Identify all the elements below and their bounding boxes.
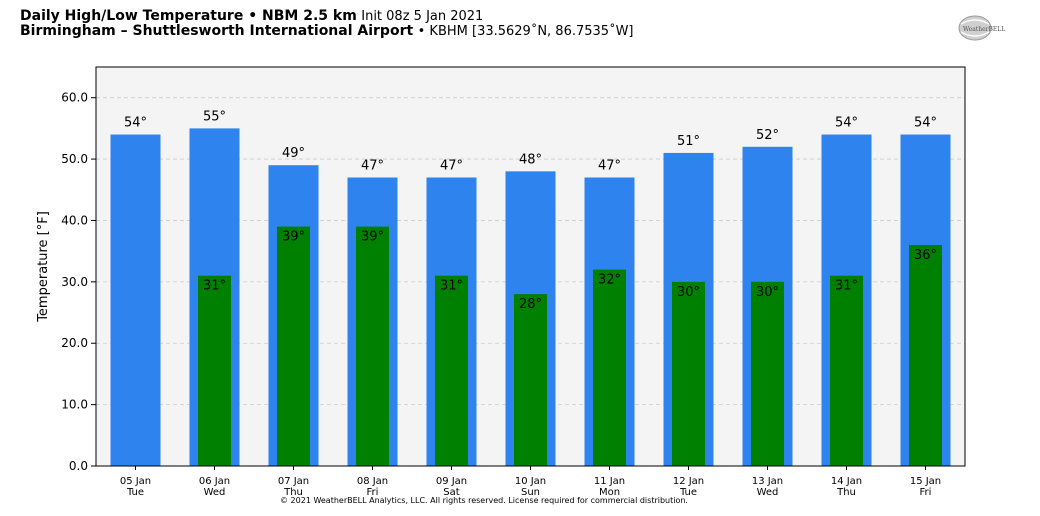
x-tick-date: 12 Jan bbox=[673, 476, 704, 487]
y-tick-label: 0.0 bbox=[69, 459, 88, 473]
low-temp-bar bbox=[593, 269, 626, 466]
high-temp-label: 54° bbox=[835, 116, 858, 131]
high-temp-label: 48° bbox=[519, 152, 542, 167]
x-tick-weekday: Sun bbox=[521, 487, 540, 498]
x-tick-date: 11 Jan bbox=[594, 476, 625, 487]
y-tick-label: 10.0 bbox=[61, 398, 88, 412]
y-tick-label: 30.0 bbox=[61, 275, 88, 289]
high-temp-label: 47° bbox=[598, 158, 621, 173]
location-name: Birmingham – Shuttlesworth International… bbox=[20, 23, 414, 39]
low-temp-label: 32° bbox=[598, 273, 621, 288]
low-temp-label: 31° bbox=[203, 279, 226, 294]
high-temp-label: 55° bbox=[203, 109, 226, 124]
low-temp-label: 39° bbox=[282, 230, 305, 245]
x-tick-weekday: Wed bbox=[204, 487, 226, 498]
weatherbell-logo: WeatherBELL bbox=[958, 15, 1005, 41]
high-temp-label: 47° bbox=[361, 158, 384, 173]
plot-frame bbox=[95, 66, 966, 467]
y-axis-label: Temperature [°F] bbox=[36, 211, 51, 323]
x-tick-date: 05 Jan bbox=[120, 476, 151, 487]
low-temp-label: 28° bbox=[519, 297, 542, 312]
high-temp-label: 54° bbox=[914, 116, 937, 131]
x-tick-date: 08 Jan bbox=[357, 476, 388, 487]
y-tick-label: 60.0 bbox=[61, 91, 88, 105]
x-tick-date: 06 Jan bbox=[199, 476, 230, 487]
low-temp-label: 31° bbox=[835, 279, 858, 294]
low-temp-bar bbox=[830, 275, 863, 466]
low-temp-bar bbox=[514, 294, 547, 466]
low-temp-bar bbox=[435, 275, 468, 466]
low-temp-label: 30° bbox=[677, 285, 700, 300]
x-tick-date: 10 Jan bbox=[515, 476, 546, 487]
low-temp-bar bbox=[672, 281, 705, 466]
high-temp-label: 51° bbox=[677, 134, 700, 149]
x-tick-weekday: Fri bbox=[920, 487, 932, 498]
low-temp-label: 30° bbox=[756, 285, 779, 300]
chart-title: Daily High/Low Temperature • NBM 2.5 km … bbox=[20, 8, 483, 24]
x-tick-weekday: Sat bbox=[443, 487, 459, 498]
low-temp-label: 36° bbox=[914, 248, 937, 263]
x-tick-date: 07 Jan bbox=[278, 476, 309, 487]
y-tick-label: 50.0 bbox=[61, 152, 88, 166]
high-temp-label: 47° bbox=[440, 158, 463, 173]
x-tick-weekday: Mon bbox=[599, 487, 620, 498]
x-tick-date: 15 Jan bbox=[910, 476, 941, 487]
low-temp-label: 31° bbox=[440, 279, 463, 294]
chart-subtitle: Birmingham – Shuttlesworth International… bbox=[20, 23, 634, 39]
y-tick-label: 40.0 bbox=[61, 213, 88, 227]
x-tick-weekday: Thu bbox=[283, 487, 303, 498]
low-temp-bar bbox=[356, 226, 389, 466]
low-temp-bar bbox=[198, 275, 231, 466]
high-temp-bar bbox=[110, 134, 161, 466]
copyright-notice: © 2021 WeatherBELL Analytics, LLC. All r… bbox=[280, 496, 688, 505]
y-tick-label: 20.0 bbox=[61, 336, 88, 350]
x-tick-date: 13 Jan bbox=[752, 476, 783, 487]
title-init: Init 08z 5 Jan 2021 bbox=[361, 9, 484, 24]
low-temp-bar bbox=[751, 281, 784, 466]
x-tick-weekday: Wed bbox=[757, 487, 779, 498]
low-temp-bar bbox=[909, 245, 942, 466]
location-detail: • KBHM [33.5629˚N, 86.7535˚W] bbox=[417, 24, 634, 39]
high-temp-label: 52° bbox=[756, 128, 779, 143]
title-main: Daily High/Low Temperature • NBM 2.5 km bbox=[20, 8, 357, 24]
logo-text: WeatherBELL bbox=[963, 26, 1005, 33]
x-tick-date: 14 Jan bbox=[831, 476, 862, 487]
x-tick-date: 09 Jan bbox=[436, 476, 467, 487]
low-temp-label: 39° bbox=[361, 230, 384, 245]
x-tick-weekday: Tue bbox=[126, 487, 144, 498]
x-tick-weekday: Tue bbox=[679, 487, 697, 498]
high-temp-label: 49° bbox=[282, 146, 305, 161]
high-temp-label: 54° bbox=[124, 116, 147, 131]
x-tick-weekday: Fri bbox=[367, 487, 379, 498]
x-tick-weekday: Thu bbox=[836, 487, 856, 498]
low-temp-bar bbox=[277, 226, 310, 466]
